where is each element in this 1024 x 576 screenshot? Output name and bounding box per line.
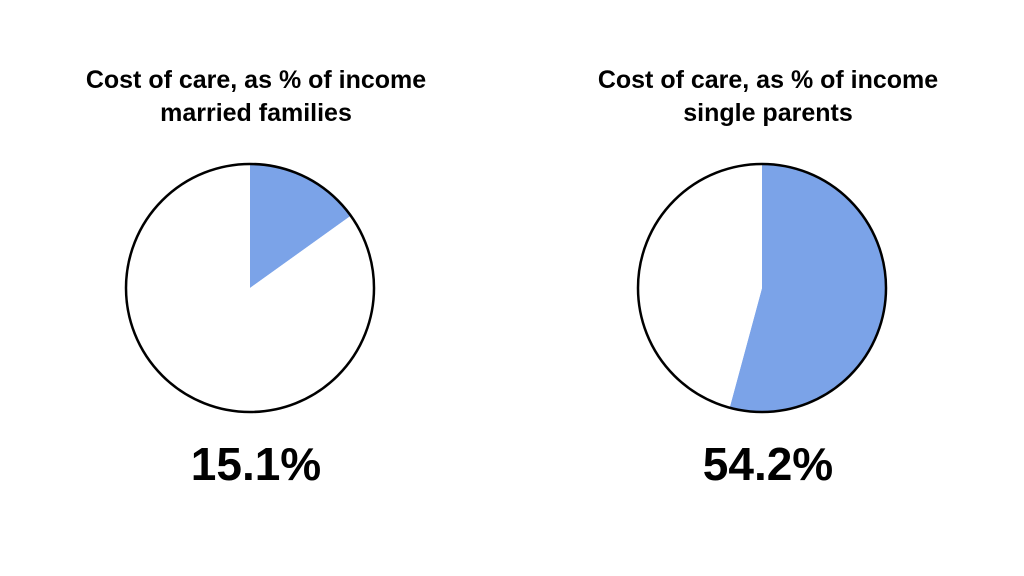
chart-title: Cost of care, as % of income single pare… [512,64,1024,130]
value-label: 54.2% [702,438,834,490]
pie-chart-married [124,162,376,414]
chart-subtitle: married families [160,99,352,127]
chart-title-line: Cost of care, as % of income [597,66,939,94]
chart-title: Cost of care, as % of income married fam… [0,64,512,130]
pie-slice-cost [250,164,351,288]
chart-subtitle: single parents [683,99,853,127]
pie-outline [636,162,888,414]
chart-title-line: Cost of care, as % of income [85,66,427,94]
pie-slice-remainder [638,164,762,408]
chart-panel-married: Cost of care, as % of income married fam… [0,64,512,490]
pie-slice-cost [729,164,886,412]
pie-slice-remainder [125,164,374,412]
chart-panel-single: Cost of care, as % of income single pare… [512,0,1024,576]
pie-outline [124,162,376,414]
pie-chart-single [636,162,888,414]
value-label: 15.1% [190,438,322,490]
